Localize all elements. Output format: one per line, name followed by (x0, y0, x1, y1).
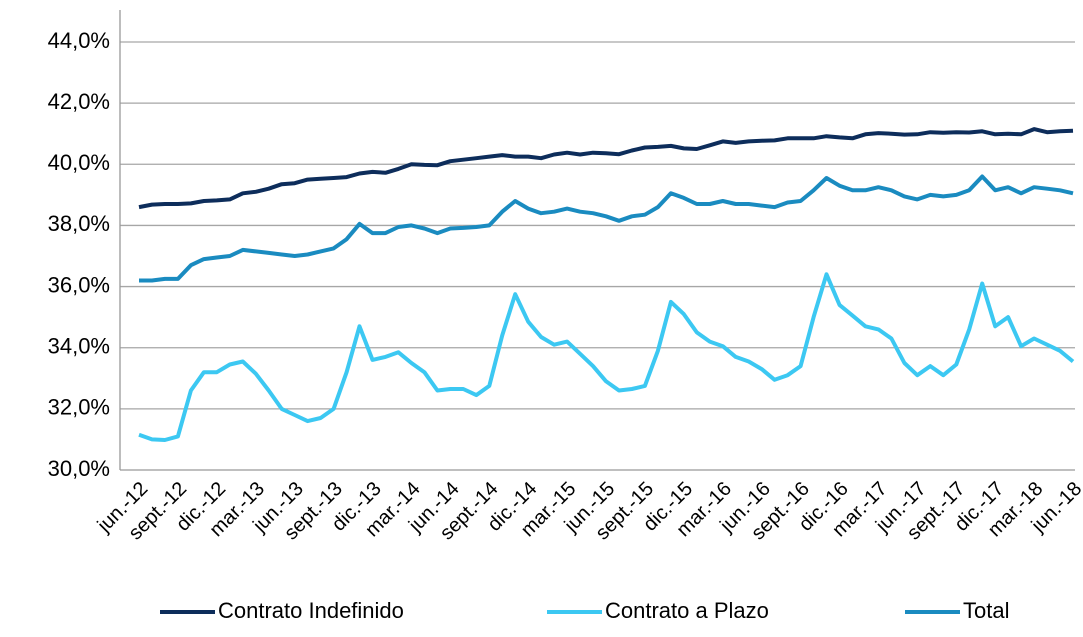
y-tick-label: 44,0% (48, 28, 110, 53)
y-tick-label: 38,0% (48, 211, 110, 236)
series-line (139, 174, 1074, 283)
y-tick-label: 30,0% (48, 456, 110, 481)
series-line (138, 127, 1074, 210)
y-tick-label: 40,0% (48, 150, 110, 175)
y-tick-label: 42,0% (48, 89, 110, 114)
y-tick-label: 36,0% (48, 272, 110, 297)
series-line (138, 272, 1075, 442)
y-tick-label: 34,0% (48, 334, 110, 359)
y-tick-label: 32,0% (48, 395, 110, 420)
legend-label: Total (963, 598, 1009, 623)
legend-label: Contrato a Plazo (605, 598, 769, 623)
legend-label: Contrato Indefinido (218, 598, 404, 623)
